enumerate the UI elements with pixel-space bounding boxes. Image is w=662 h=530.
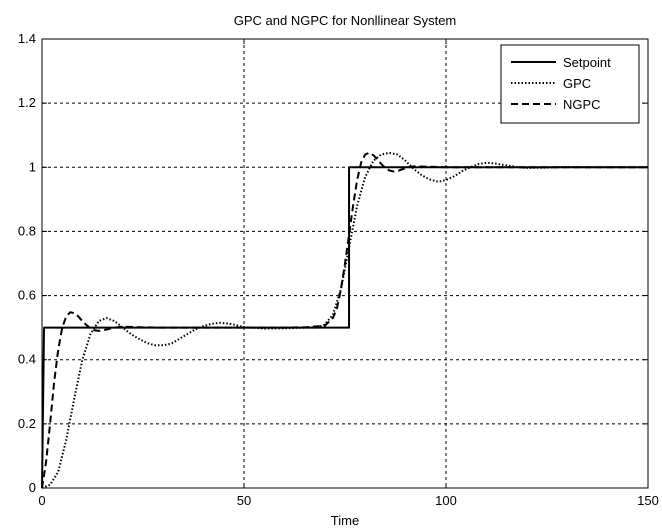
x-tick-label: 0 xyxy=(38,493,45,508)
x-axis-label: Time xyxy=(331,513,359,528)
chart-title: GPC and NGPC for Nonllinear System xyxy=(234,13,457,28)
series-line-gpc xyxy=(41,151,648,489)
x-tick-label: 150 xyxy=(637,493,659,508)
y-tick-label: 1.2 xyxy=(18,95,36,110)
series-line-ngpc xyxy=(41,151,648,489)
series-layer xyxy=(41,151,648,489)
y-tick-label: 0.6 xyxy=(18,288,36,303)
y-tick-label: 0.2 xyxy=(18,416,36,431)
y-tick-label: 0.4 xyxy=(18,352,36,367)
plot-frame xyxy=(41,38,649,489)
legend-label-ngpc: NGPC xyxy=(563,97,601,112)
legend-label-gpc: GPC xyxy=(563,76,591,91)
x-tick-label: 100 xyxy=(435,493,457,508)
legend-box xyxy=(500,44,640,124)
legend: Setpoint GPC NGPC xyxy=(500,44,640,124)
y-tick-label: 1.4 xyxy=(18,31,36,46)
x-tick-label: 50 xyxy=(237,493,251,508)
series-line-setpoint xyxy=(41,166,648,489)
legend-label-setpoint: Setpoint xyxy=(563,55,611,70)
y-tick-label: 1 xyxy=(29,159,36,174)
y-tick-label: 0.8 xyxy=(18,223,36,238)
axis-ticks: 0 50 100 150 0 0.2 0.4 0.6 0.8 1 1.2 1.4 xyxy=(18,31,659,508)
y-tick-label: 0 xyxy=(29,480,36,495)
